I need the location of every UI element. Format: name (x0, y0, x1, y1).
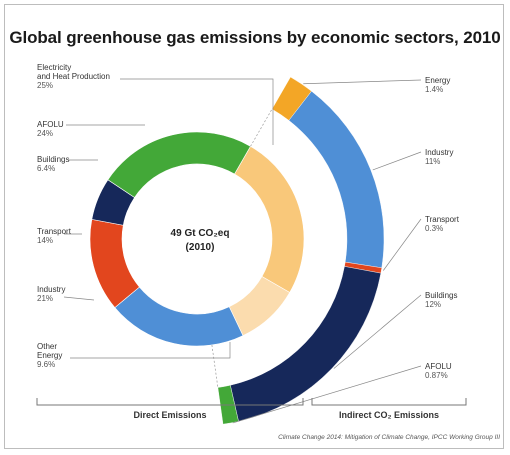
leader-indirect-afolu (232, 365, 422, 424)
leader-electricity (120, 78, 274, 145)
leader-indirect-industry (372, 151, 422, 171)
label-percent: 11% (425, 157, 440, 166)
direct-slice-afolu (107, 131, 251, 198)
label-percent: 24% (37, 129, 53, 138)
direct-emissions-donut (89, 131, 305, 347)
label-name: Industry (425, 148, 453, 157)
center-label-line2: (2010) (186, 242, 215, 253)
leader-industry (63, 296, 95, 301)
label-name: Buildings (425, 291, 457, 300)
direct-slice-electricity-and-heat-production (234, 145, 305, 293)
leader-indirect-transport (383, 218, 422, 271)
label-percent: 0.3% (425, 224, 443, 233)
label-percent: 21% (37, 294, 53, 303)
label-percent: 6.4% (37, 164, 55, 173)
chart-frame (4, 4, 504, 449)
label-name: Transport (37, 227, 72, 236)
leader-indirect-energy (303, 79, 422, 85)
label-name: Other (37, 342, 57, 351)
label-percent: 25% (37, 81, 53, 90)
label-percent: 0.87% (425, 371, 448, 380)
label-name: Transport (425, 215, 460, 224)
leader-lines (63, 78, 422, 424)
direct-slice-industry (114, 286, 244, 347)
leader-indirect-buildings (333, 294, 422, 369)
label-percent: 14% (37, 236, 53, 245)
center-label-line1: 49 Gt CO₂eq (171, 228, 230, 239)
label-name: AFOLU (425, 362, 452, 371)
label-percent: 12% (425, 300, 441, 309)
label-name: AFOLU (37, 120, 64, 129)
label-name: and Heat Production (37, 72, 110, 81)
leader-other-energy (70, 342, 231, 359)
indirect-emissions-bracket (311, 398, 467, 406)
direct-emissions-bracket (36, 398, 304, 406)
label-name: Energy (37, 351, 62, 360)
label-percent: 9.6% (37, 360, 55, 369)
label-name: Industry (37, 285, 65, 294)
connector-bottom (211, 344, 219, 388)
label-percent: 1.4% (425, 85, 443, 94)
label-name: Energy (425, 76, 450, 85)
label-name: Electricity (37, 63, 71, 72)
label-name: Buildings (37, 155, 69, 164)
connector-top (250, 108, 273, 147)
source-credit: Climate Change 2014: Mitigation of Clima… (278, 434, 500, 441)
indirect-emissions-label: Indirect CO₂ Emissions (339, 410, 439, 420)
direct-emissions-label: Direct Emissions (133, 410, 206, 420)
indirect-emissions-arc (217, 76, 385, 425)
chart-title: Global greenhouse gas emissions by econo… (9, 28, 501, 47)
